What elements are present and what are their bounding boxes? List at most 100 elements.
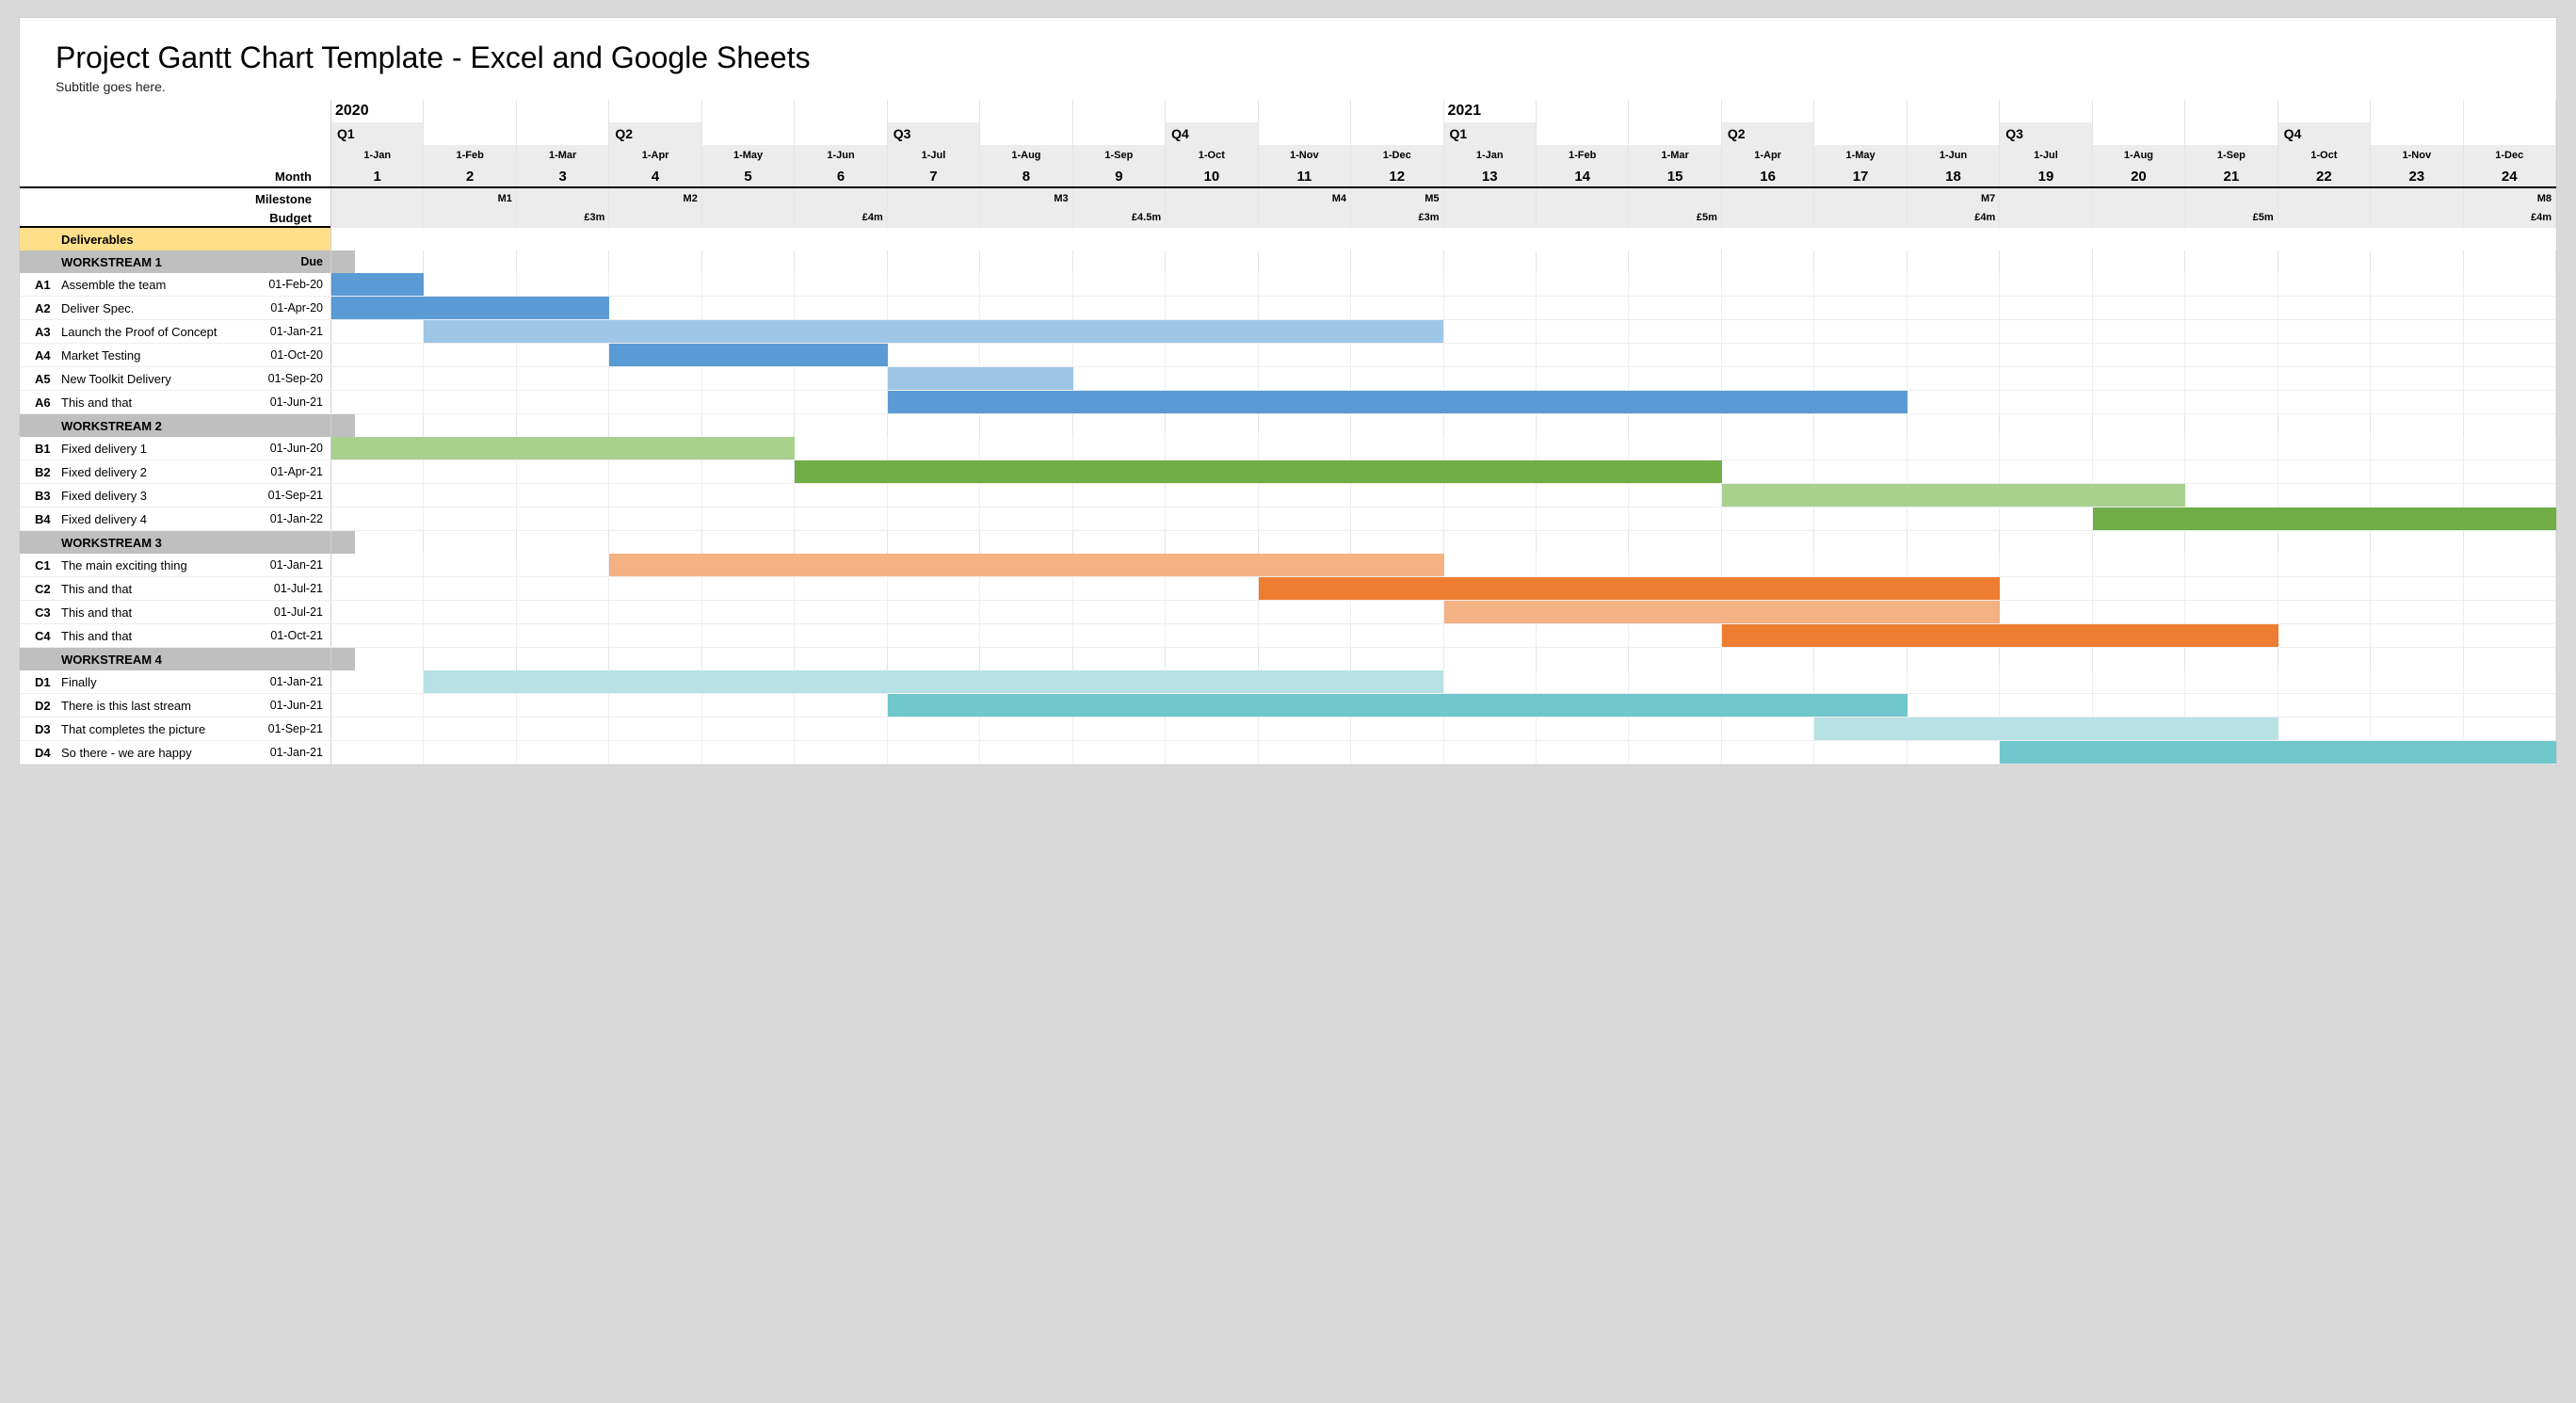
month-date: 1-Mar bbox=[517, 145, 609, 166]
quarter-label: Q2 bbox=[1722, 122, 1814, 145]
gantt-bar bbox=[1722, 484, 2185, 507]
milestone-cell: M5 bbox=[1351, 188, 1443, 209]
month-index: 22 bbox=[2278, 166, 2371, 186]
quarter-label: Q2 bbox=[609, 122, 701, 145]
gantt-bar bbox=[888, 391, 1908, 413]
task-row-label: A3Launch the Proof of Concept01-Jan-21 bbox=[20, 320, 330, 343]
workstream-header: WORKSTREAM 1Due bbox=[20, 250, 330, 273]
gantt-bar bbox=[331, 273, 424, 296]
month-index: 10 bbox=[1166, 166, 1258, 186]
month-date: 1-Feb bbox=[1537, 145, 1629, 166]
gantt-bar bbox=[888, 694, 1908, 717]
month-index: 3 bbox=[517, 166, 609, 186]
milestone-label: Milestone bbox=[20, 188, 330, 209]
budget-label: Budget bbox=[20, 207, 330, 228]
milestone-cell: M3 bbox=[980, 188, 1072, 209]
gantt-bar bbox=[609, 554, 1443, 576]
month-date: 1-Jul bbox=[888, 145, 980, 166]
milestone-cell: M8 bbox=[2464, 188, 2556, 209]
task-row-label: A6This and that01-Jun-21 bbox=[20, 391, 330, 413]
month-date: 1-Jun bbox=[1908, 145, 2000, 166]
month-index: 4 bbox=[609, 166, 701, 186]
gantt-bar bbox=[2000, 741, 2556, 764]
gantt-bar bbox=[1444, 601, 2001, 623]
month-date: 1-Oct bbox=[1166, 145, 1258, 166]
task-row-label: C4This and that01-Oct-21 bbox=[20, 624, 330, 647]
task-row-label: B1Fixed delivery 101-Jun-20 bbox=[20, 437, 330, 460]
task-row-label: B3Fixed delivery 301-Sep-21 bbox=[20, 484, 330, 507]
month-index: 11 bbox=[1259, 166, 1351, 186]
workstream-header: WORKSTREAM 3 bbox=[20, 531, 330, 554]
month-index: 2 bbox=[424, 166, 516, 186]
month-index: 16 bbox=[1722, 166, 1814, 186]
month-date: 1-May bbox=[1814, 145, 1907, 166]
month-label: Month bbox=[20, 166, 330, 186]
gantt-bar bbox=[331, 437, 795, 460]
milestone-cell: M4 bbox=[1259, 188, 1351, 209]
task-row-label: B4Fixed delivery 401-Jan-22 bbox=[20, 508, 330, 530]
month-date: 1-May bbox=[702, 145, 795, 166]
task-row-label: D3That completes the picture01-Sep-21 bbox=[20, 718, 330, 740]
month-date: 1-Sep bbox=[2185, 145, 2278, 166]
gantt-bar bbox=[609, 344, 887, 366]
month-date: 1-Jul bbox=[2000, 145, 2092, 166]
budget-cell: £5m bbox=[2185, 207, 2278, 228]
workstream-header: WORKSTREAM 4 bbox=[20, 648, 330, 670]
budget-cell: £3m bbox=[517, 207, 609, 228]
month-date: 1-Aug bbox=[2093, 145, 2185, 166]
month-date: 1-Jun bbox=[795, 145, 887, 166]
task-row-label: C2This and that01-Jul-21 bbox=[20, 577, 330, 600]
gantt-bar bbox=[2093, 508, 2556, 530]
gantt-bar bbox=[424, 320, 1443, 343]
task-row-label: C1The main exciting thing01-Jan-21 bbox=[20, 554, 330, 576]
gantt-sheet: Project Gantt Chart Template - Excel and… bbox=[19, 17, 2557, 766]
budget-cell: £4m bbox=[2464, 207, 2556, 228]
gantt-bar bbox=[888, 367, 1073, 390]
task-row-label: D1Finally01-Jan-21 bbox=[20, 670, 330, 693]
month-date: 1-Jan bbox=[1444, 145, 1537, 166]
quarter-label: Q3 bbox=[888, 122, 980, 145]
milestone-cell: M1 bbox=[424, 188, 516, 209]
month-date: 1-Nov bbox=[1259, 145, 1351, 166]
month-index: 9 bbox=[1073, 166, 1166, 186]
budget-cell: £5m bbox=[1629, 207, 1721, 228]
month-index: 15 bbox=[1629, 166, 1721, 186]
task-row-label: B2Fixed delivery 201-Apr-21 bbox=[20, 460, 330, 483]
quarter-label: Q1 bbox=[1444, 122, 1537, 145]
month-date: 1-Aug bbox=[980, 145, 1072, 166]
month-index: 18 bbox=[1908, 166, 2000, 186]
task-row-label: C3This and that01-Jul-21 bbox=[20, 601, 330, 623]
month-index: 8 bbox=[980, 166, 1072, 186]
month-date: 1-Apr bbox=[1722, 145, 1814, 166]
year-label: 2020 bbox=[331, 100, 424, 122]
quarter-label: Q4 bbox=[2278, 122, 2371, 145]
gantt-bar bbox=[795, 460, 1722, 483]
month-index: 6 bbox=[795, 166, 887, 186]
page-subtitle: Subtitle goes here. bbox=[56, 79, 2556, 94]
quarter-label: Q4 bbox=[1166, 122, 1258, 145]
month-date: 1-Oct bbox=[2278, 145, 2371, 166]
month-index: 12 bbox=[1351, 166, 1443, 186]
month-index: 14 bbox=[1537, 166, 1629, 186]
month-index: 21 bbox=[2185, 166, 2278, 186]
month-date: 1-Dec bbox=[2464, 145, 2556, 166]
milestone-cell: M2 bbox=[609, 188, 701, 209]
task-row-label: D4So there - we are happy01-Jan-21 bbox=[20, 741, 330, 764]
month-index: 13 bbox=[1444, 166, 1537, 186]
workstream-header: WORKSTREAM 2 bbox=[20, 414, 330, 437]
task-row-label: A1Assemble the team01-Feb-20 bbox=[20, 273, 330, 296]
month-index: 1 bbox=[331, 166, 424, 186]
gantt-bar bbox=[1722, 624, 2278, 647]
budget-cell: £4.5m bbox=[1073, 207, 1166, 228]
month-index: 19 bbox=[2000, 166, 2092, 186]
budget-cell: £4m bbox=[1908, 207, 2000, 228]
month-date: 1-Sep bbox=[1073, 145, 1166, 166]
gantt-bar bbox=[1814, 718, 2278, 740]
task-row-label: A4Market Testing01-Oct-20 bbox=[20, 344, 330, 366]
month-date: 1-Nov bbox=[2371, 145, 2463, 166]
quarter-label: Q1 bbox=[331, 122, 424, 145]
task-row-label: D2There is this last stream01-Jun-21 bbox=[20, 694, 330, 717]
deliverables-header: Deliverables bbox=[20, 228, 330, 250]
budget-cell: £4m bbox=[795, 207, 887, 228]
task-row-label: A5New Toolkit Delivery01-Sep-20 bbox=[20, 367, 330, 390]
